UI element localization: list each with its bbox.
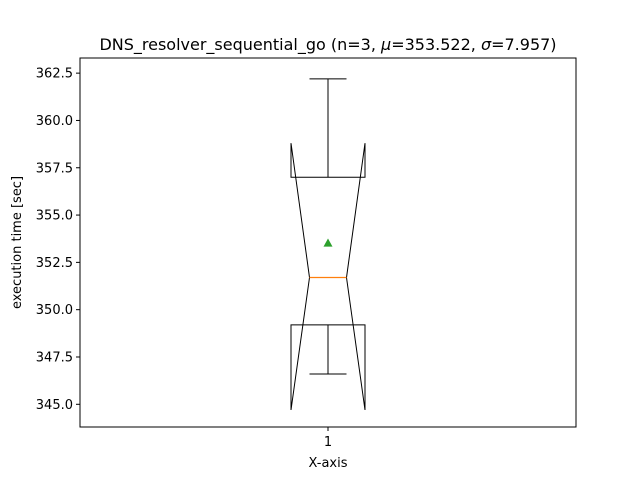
y-tick-label: 355.0 — [36, 209, 73, 224]
y-tick-label: 357.5 — [36, 161, 73, 176]
title-sigma-symbol: σ — [481, 35, 492, 54]
y-tick-label: 347.5 — [36, 350, 73, 365]
x-axis-label: X-axis — [309, 456, 348, 471]
x-tick-label: 1 — [324, 435, 332, 450]
y-tick-label: 362.5 — [36, 67, 73, 82]
title-mu-symbol: μ — [380, 35, 391, 54]
y-tick-label: 350.0 — [36, 303, 73, 318]
x-axis-ticks: 1 — [324, 427, 332, 450]
mean-marker — [323, 238, 333, 247]
chart-title: DNS_resolver_sequential_go (n=3, μ=353.5… — [99, 35, 556, 55]
title-mu-value: =353.522, — [391, 35, 481, 54]
y-axis-ticks: 345.0 347.5 350.0 352.5 355.0 357.5 360.0 362.5 — [36, 67, 80, 413]
box-group — [290, 78, 366, 411]
title-sigma-value: =7.957) — [491, 35, 556, 54]
plot-area-frame — [79, 57, 577, 428]
y-tick-label: 352.5 — [36, 256, 73, 271]
y-tick-label: 345.0 — [36, 398, 73, 413]
box-body — [290, 143, 366, 411]
title-prefix: DNS_resolver_sequential_go (n=3, — [99, 35, 381, 55]
y-axis-label: execution time [sec] — [10, 176, 25, 309]
y-tick-label: 360.0 — [36, 114, 73, 129]
